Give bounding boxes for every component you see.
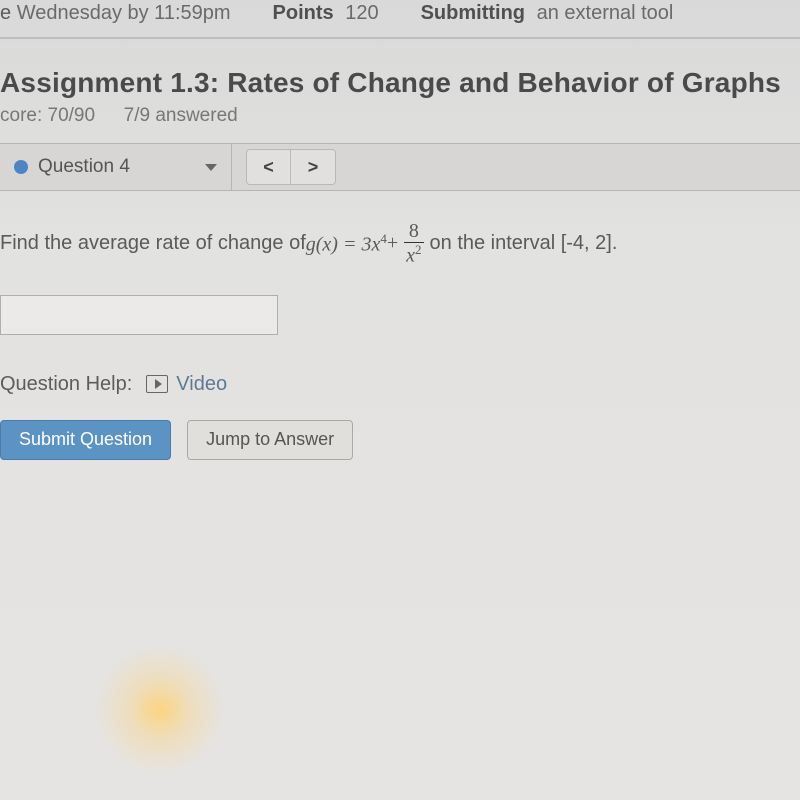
submit-question-button[interactable]: Submit Question	[0, 420, 171, 460]
answer-input[interactable]	[0, 295, 278, 335]
submitting-value: an external tool	[537, 2, 674, 24]
chevron-down-icon	[205, 164, 217, 171]
video-icon	[146, 375, 168, 393]
score-line: core: 70/90 7/9 answered	[0, 105, 800, 127]
status-dot-icon	[14, 160, 28, 174]
assignment-meta-bar: e Wednesday by 11:59pm Points 120 Submit…	[0, 0, 800, 39]
fraction-den-exp: 2	[415, 242, 422, 257]
question-body: Find the average rate of change of g(x) …	[0, 191, 800, 460]
jump-label: Jump to Answer	[206, 429, 334, 450]
points-block: Points 120	[273, 2, 379, 25]
nav-button-group: < >	[246, 149, 336, 185]
lens-flare-artifact	[90, 640, 230, 780]
math-plus: +	[387, 232, 398, 255]
question-nav-bar: Question 4 < >	[0, 143, 800, 191]
points-value: 120	[345, 2, 378, 24]
submit-label: Submit Question	[19, 429, 152, 450]
button-row: Submit Question Jump to Answer	[0, 420, 800, 460]
video-link[interactable]: Video	[176, 373, 227, 396]
submitting-label: Submitting	[421, 2, 525, 24]
prompt-tail: on the interval [-4, 2].	[430, 232, 618, 255]
chevron-right-icon: >	[308, 157, 319, 178]
chevron-left-icon: <	[263, 157, 274, 178]
question-prompt: Find the average rate of change of g(x) …	[0, 221, 800, 267]
prev-question-button[interactable]: <	[247, 150, 291, 184]
due-block: e Wednesday by 11:59pm	[0, 2, 231, 25]
due-prefix: e	[0, 2, 11, 24]
math-fraction: 8 x2	[404, 221, 423, 267]
math-func-base: g(x) = 3x	[306, 234, 381, 256]
jump-to-answer-button[interactable]: Jump to Answer	[187, 420, 353, 460]
answered-text: 7/9 answered	[124, 105, 238, 126]
question-label: Question 4	[38, 156, 197, 178]
question-selector[interactable]: Question 4	[0, 144, 232, 190]
help-label: Question Help:	[0, 373, 132, 396]
score-text: core: 70/90	[0, 105, 95, 126]
points-label: Points	[273, 2, 334, 24]
help-row: Question Help: Video	[0, 373, 800, 396]
fraction-numerator: 8	[405, 221, 423, 242]
fraction-denominator: x2	[404, 243, 423, 267]
nav-gap	[232, 144, 246, 190]
due-value: Wednesday by 11:59pm	[17, 2, 231, 24]
assignment-title: Assignment 1.3: Rates of Change and Beha…	[0, 67, 800, 99]
math-func: g(x) = 3x4	[306, 231, 387, 257]
next-question-button[interactable]: >	[291, 150, 335, 184]
assignment-content: Assignment 1.3: Rates of Change and Beha…	[0, 39, 800, 460]
prompt-lead: Find the average rate of change of	[0, 232, 306, 255]
submitting-block: Submitting an external tool	[421, 2, 674, 25]
fraction-den-var: x	[406, 245, 415, 267]
